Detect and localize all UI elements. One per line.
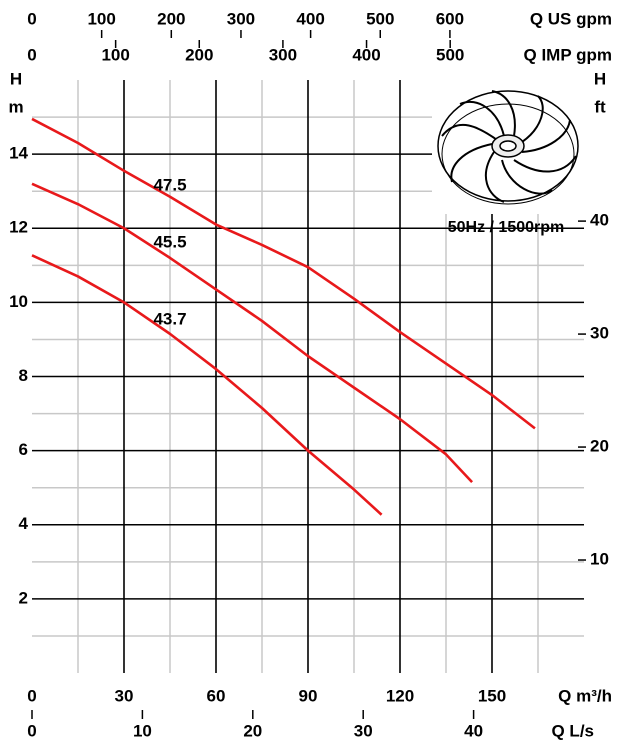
y-tick-label: 12 — [9, 218, 28, 237]
x-tick-label: 120 — [386, 686, 414, 705]
top-tick-label: 0 — [27, 9, 36, 28]
y-tick-label: 10 — [9, 292, 28, 311]
bottom-tick-label: 30 — [354, 721, 373, 740]
x-tick-label: 30 — [115, 686, 134, 705]
curve-label: 47.5 — [153, 175, 186, 194]
top-tick-label: 100 — [87, 9, 115, 28]
curve — [31, 117, 536, 430]
y-axis-label: H — [10, 69, 22, 88]
top-tick-label: 0 — [27, 45, 36, 64]
top-tick-label: 400 — [296, 9, 324, 28]
bottom-tick-label: 40 — [464, 721, 483, 740]
x-tick-label: 60 — [207, 686, 226, 705]
y2-axis-label: H — [594, 69, 606, 88]
y-tick-label: 8 — [19, 366, 28, 385]
y2-axis-label: ft — [594, 97, 606, 116]
x-tick-label: 0 — [27, 686, 36, 705]
top-tick-label: 500 — [366, 9, 394, 28]
y-tick-label: 2 — [19, 588, 28, 607]
curve — [31, 182, 474, 484]
top-tick-label: 300 — [269, 45, 297, 64]
curve-label: 45.5 — [153, 232, 186, 251]
top-axis-label: Q US gpm — [530, 9, 612, 28]
top-tick-label: 600 — [436, 9, 464, 28]
y2-tick-label: 40 — [590, 211, 609, 230]
y2-tick-label: 20 — [590, 437, 609, 456]
y-axis-label: m — [8, 97, 23, 116]
x-axis-label: Q m³/h — [558, 686, 612, 705]
bottom-tick-label: 10 — [133, 721, 152, 740]
curve — [31, 254, 383, 516]
bottom-tick-label: 0 — [27, 721, 36, 740]
curve-label: 43.7 — [153, 309, 186, 328]
top-tick-label: 100 — [101, 45, 129, 64]
top-tick-label: 200 — [185, 45, 213, 64]
x-tick-label: 150 — [478, 686, 506, 705]
y-tick-label: 6 — [19, 440, 28, 459]
top-tick-label: 200 — [157, 9, 185, 28]
y-tick-label: 4 — [19, 514, 29, 533]
impeller-image — [432, 74, 586, 214]
top-tick-label: 300 — [227, 9, 255, 28]
top-tick-label: 500 — [436, 45, 464, 64]
top-tick-label: 400 — [352, 45, 380, 64]
top-axis-label: Q IMP gpm — [524, 45, 612, 64]
y-tick-label: 14 — [9, 144, 28, 163]
bottom-tick-label: 20 — [243, 721, 262, 740]
y2-tick-label: 10 — [590, 550, 609, 569]
y2-tick-label: 30 — [590, 324, 609, 343]
x-tick-label: 90 — [299, 686, 318, 705]
bottom-axis-label: Q L/s — [551, 721, 594, 740]
annotation: 50Hz / 1500rpm — [448, 219, 565, 236]
